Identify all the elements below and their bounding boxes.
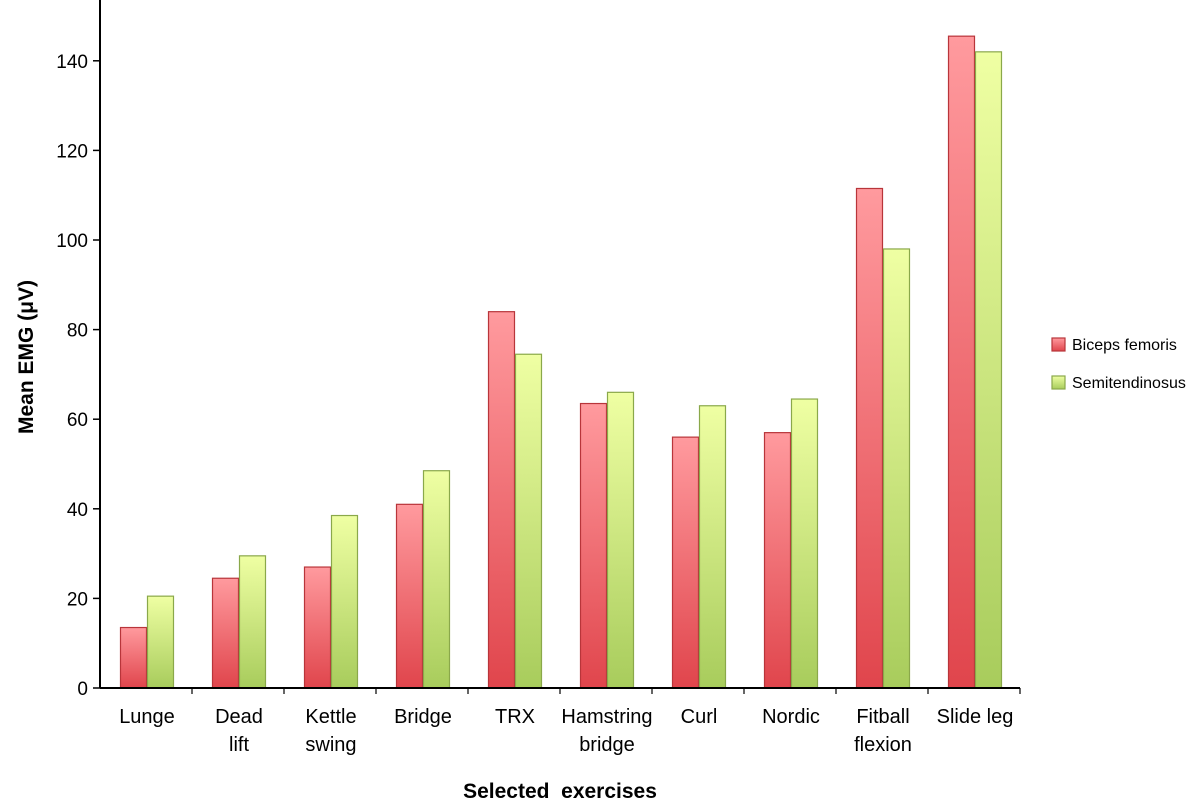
bar-semitendinosus xyxy=(882,248,911,689)
bar-semitendinosus xyxy=(698,405,727,689)
x-axis-labels: Lunge Dead lift Kettle swing Bridge TRX Hamstri… xyxy=(119,688,1021,756)
bar-biceps-femoris xyxy=(487,311,516,689)
bar-semitendinosus xyxy=(330,514,359,689)
bar-semitendinosus xyxy=(974,51,1003,689)
x-category-label: Slide leg xyxy=(937,706,1014,728)
y-tick-label: 100 xyxy=(56,231,88,252)
bar-semitendinosus xyxy=(238,555,267,689)
y-tick-label: 20 xyxy=(67,589,88,610)
bar-biceps-femoris xyxy=(211,577,240,689)
x-category-label: Dead lift xyxy=(215,706,263,756)
y-axis-title: Mean EMG (μV) xyxy=(15,280,38,434)
bar-semitendinosus xyxy=(606,391,635,689)
bar-biceps-femoris xyxy=(855,187,884,689)
x-category-label: Hamstring bridge xyxy=(561,706,652,756)
x-category-label: Lunge xyxy=(119,706,175,728)
x-category-label: Kettle swing xyxy=(305,706,356,756)
y-tick-label: 140 xyxy=(56,52,88,73)
x-category-label: Curl xyxy=(681,706,718,728)
bar-semitendinosus xyxy=(422,470,451,689)
legend-swatch xyxy=(1051,337,1066,352)
legend: Biceps femoris Semitendinosus xyxy=(1051,337,1186,392)
y-axis-ticks: 0 20 40 60 80 100 120 140 xyxy=(56,52,100,700)
y-tick-label: 80 xyxy=(67,321,88,342)
bar-biceps-femoris xyxy=(947,35,976,689)
bar-biceps-femoris xyxy=(303,566,332,689)
y-tick-label: 60 xyxy=(67,410,88,431)
y-tick-label: 120 xyxy=(56,141,88,162)
x-category-label: TRX xyxy=(495,706,535,728)
x-category-label: Fitball flexion xyxy=(854,706,912,756)
x-axis-title: Selected exercises xyxy=(463,780,657,800)
legend-label: Biceps femoris xyxy=(1072,337,1177,354)
bar-biceps-femoris xyxy=(763,432,792,689)
legend-swatch xyxy=(1051,375,1066,390)
bar-semitendinosus xyxy=(790,398,819,689)
bar-biceps-femoris xyxy=(671,436,700,689)
bar-semitendinosus xyxy=(514,353,543,689)
y-tick-label: 0 xyxy=(77,679,88,700)
bar-semitendinosus xyxy=(146,595,175,689)
x-category-label: Nordic xyxy=(762,706,820,728)
bar-series xyxy=(119,35,1003,689)
bar-biceps-femoris xyxy=(395,503,424,689)
bar-biceps-femoris xyxy=(119,626,148,689)
x-category-label: Bridge xyxy=(394,706,452,728)
legend-label: Semitendinosus xyxy=(1072,375,1186,392)
bar-biceps-femoris xyxy=(579,402,608,689)
y-tick-label: 40 xyxy=(67,500,88,521)
